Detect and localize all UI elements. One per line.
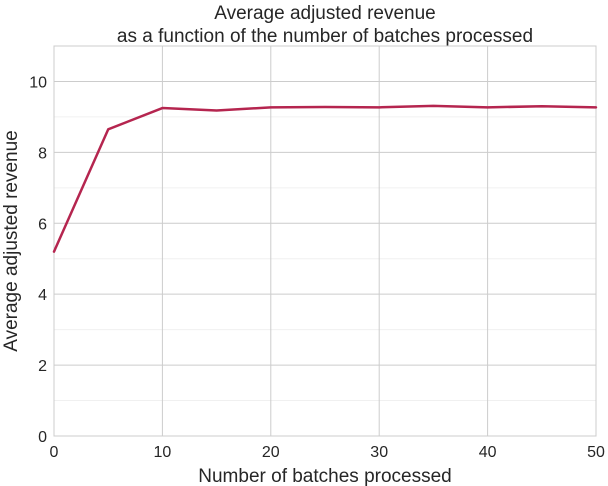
y-tick-label: 2 — [38, 358, 47, 375]
x-tick-label: 0 — [50, 444, 59, 461]
x-axis-ticks: 0 10 20 30 40 50 — [50, 444, 605, 461]
plot-frame — [53, 45, 597, 437]
x-tick-label: 20 — [262, 444, 280, 461]
grid — [53, 46, 597, 437]
y-tick-label: 8 — [38, 145, 47, 162]
chart-title: Average adjusted revenue as a function o… — [117, 3, 533, 47]
y-tick-label: 4 — [38, 287, 47, 304]
y-axis-ticks: 0 2 4 6 8 10 — [29, 74, 47, 446]
x-tick-label: 50 — [587, 444, 605, 461]
chart-title-line-2: as a function of the number of batches p… — [117, 26, 533, 47]
series-layer — [52, 104, 598, 253]
x-tick-label: 30 — [370, 444, 388, 461]
y-tick-label: 0 — [38, 429, 47, 446]
series-line — [52, 104, 598, 253]
y-axis-label: Average adjusted revenue — [1, 130, 22, 351]
x-axis-label: Number of batches processed — [198, 466, 451, 486]
chart-title-line-1: Average adjusted revenue — [214, 3, 435, 24]
x-tick-label: 40 — [479, 444, 497, 461]
y-tick-label: 10 — [29, 74, 47, 91]
y-tick-label: 6 — [38, 216, 47, 233]
x-tick-label: 10 — [154, 444, 172, 461]
